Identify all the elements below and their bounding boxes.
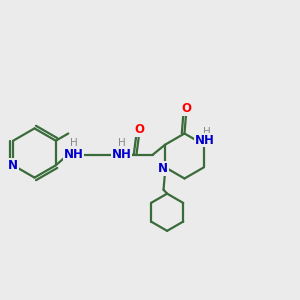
Text: H: H xyxy=(202,127,210,137)
Text: O: O xyxy=(181,102,191,116)
Text: N: N xyxy=(158,162,168,175)
Text: NH: NH xyxy=(112,148,131,161)
Text: N: N xyxy=(8,159,18,172)
Text: H: H xyxy=(70,138,77,148)
Text: H: H xyxy=(118,138,125,148)
Text: NH: NH xyxy=(195,134,215,147)
Text: O: O xyxy=(134,123,144,136)
Text: NH: NH xyxy=(64,148,83,161)
